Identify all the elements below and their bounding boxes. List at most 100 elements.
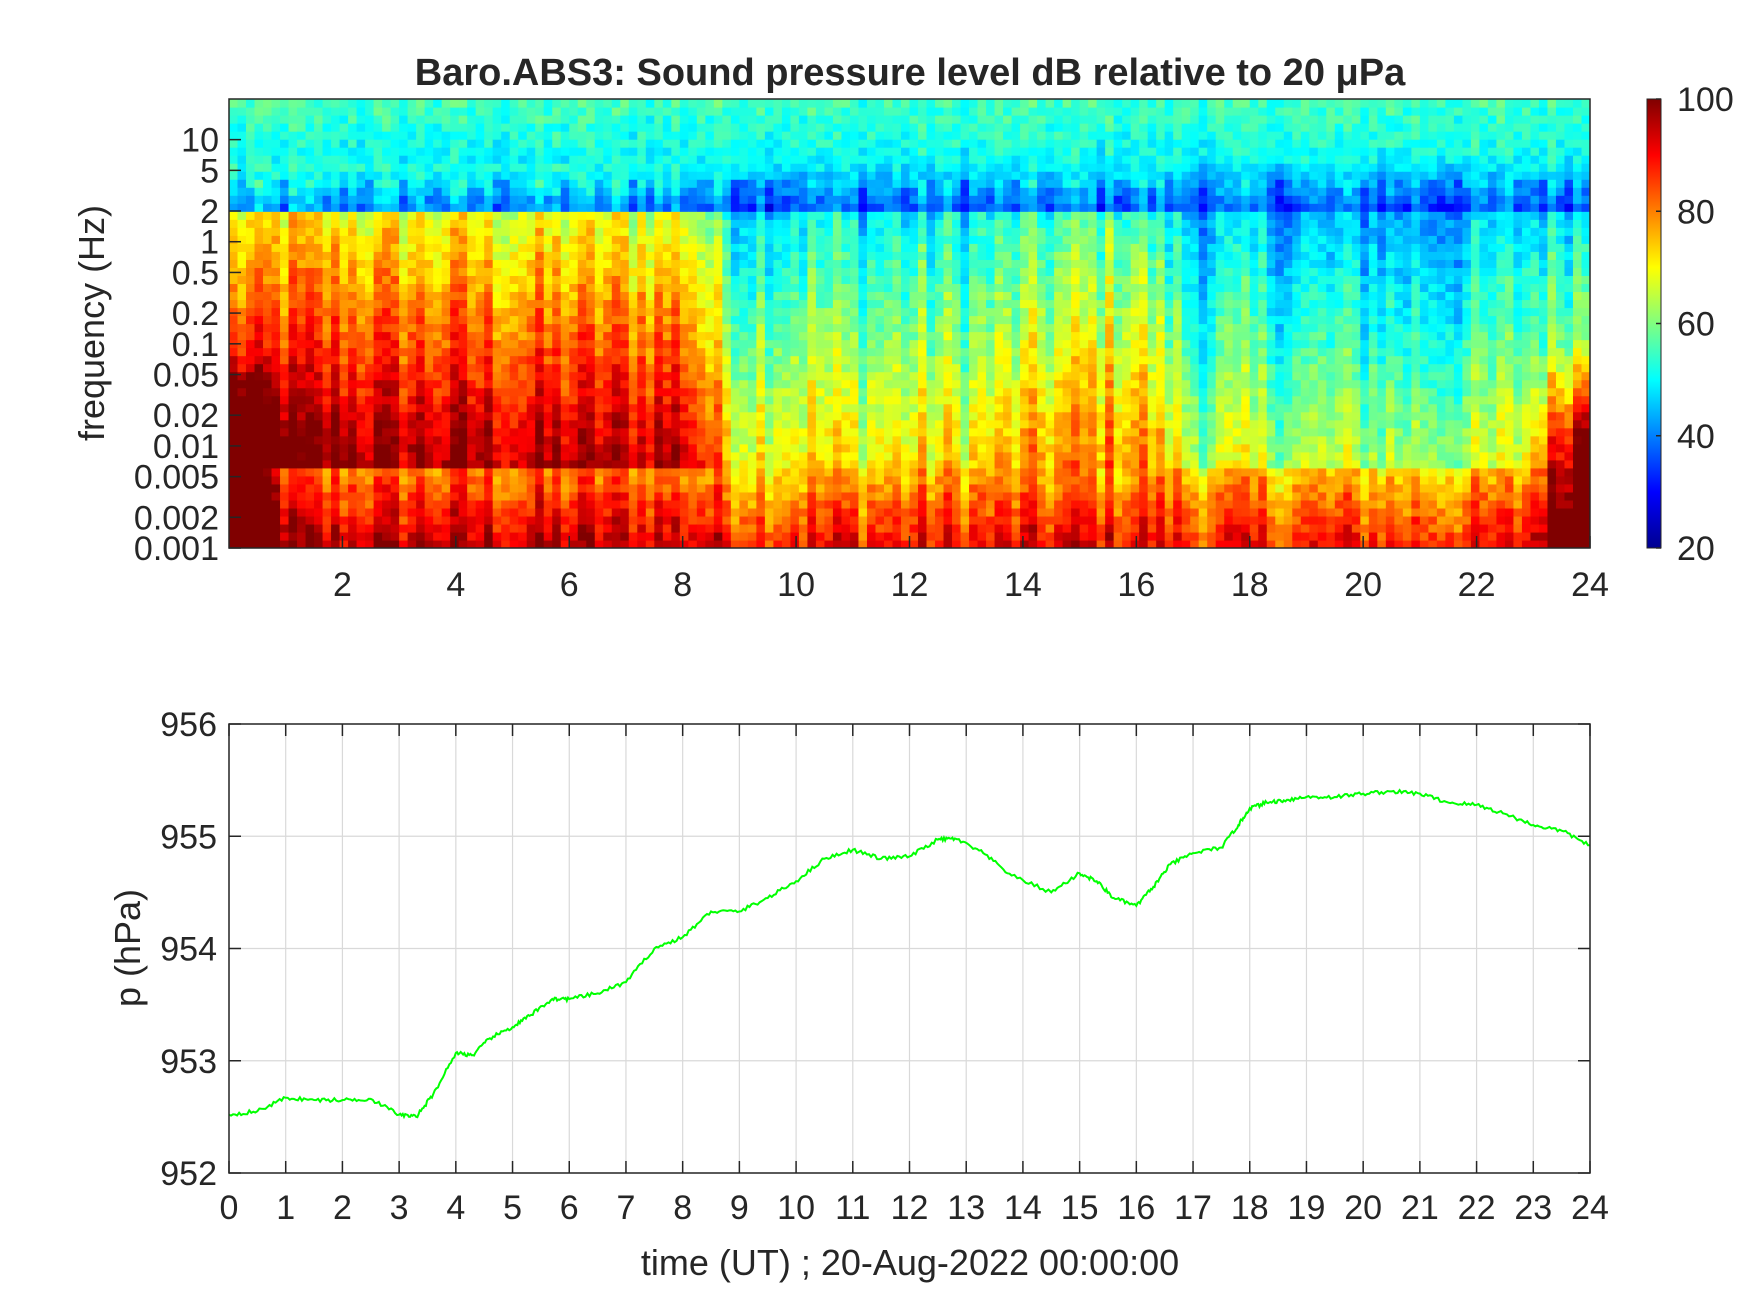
spectrogram-cell — [620, 339, 630, 349]
spectrogram-cell — [875, 395, 885, 405]
spectrogram-cell — [237, 451, 247, 461]
spectrogram-cell — [271, 187, 281, 196]
spectrogram-cell — [458, 539, 468, 548]
spectrogram-cell — [637, 379, 647, 389]
spectrogram-cell — [356, 467, 366, 477]
spectrogram-cell — [739, 123, 749, 132]
spectrogram-cell — [952, 467, 962, 477]
spectrogram-cell — [943, 235, 953, 244]
spectrogram-cell — [824, 499, 834, 509]
spectrogram-cell — [450, 123, 460, 132]
spectrogram-cell — [518, 235, 528, 244]
spectrogram-cell — [815, 467, 826, 477]
spectrogram-cell — [356, 123, 366, 132]
spectrogram-cell — [492, 147, 502, 156]
spectrogram-cell — [849, 363, 860, 373]
spectrogram-cell — [943, 491, 953, 501]
spectrogram-cell — [730, 203, 740, 212]
spectrogram-cell — [815, 387, 826, 397]
spectrogram-cell — [237, 219, 247, 228]
spectrogram-cell — [662, 235, 672, 244]
spectrogram-cell — [407, 459, 417, 469]
spectrogram-cell — [271, 355, 281, 365]
spectrogram-cell — [467, 331, 477, 341]
spectrogram-cell — [560, 179, 570, 188]
spectrogram-cell — [952, 435, 962, 445]
spectrogram-cell — [305, 235, 315, 244]
spectrogram-cell — [807, 99, 817, 108]
spectrogram-cell — [960, 131, 970, 140]
spectrogram-cell — [781, 219, 792, 228]
spectrogram-cell — [577, 331, 587, 341]
spectrogram-cell — [747, 331, 757, 341]
spectrogram-cell — [654, 539, 664, 548]
spectrogram-cell — [781, 299, 792, 309]
spectrogram-cell — [764, 203, 774, 212]
spectrogram-cell — [858, 219, 868, 228]
spectrogram-cell — [433, 403, 443, 413]
spectrogram-cell — [909, 459, 919, 469]
spectrogram-cell — [671, 355, 681, 365]
spectrogram-cell — [509, 507, 519, 517]
spectrogram-cell — [560, 491, 570, 501]
spectrogram-cell — [628, 387, 638, 397]
spectrogram-cell — [866, 347, 877, 357]
spectrogram-cell — [918, 283, 928, 293]
spectrogram-cell — [543, 251, 553, 260]
spectrogram-cell — [297, 379, 307, 389]
spectrogram-cell — [739, 115, 749, 124]
spectrogram-cell — [841, 275, 851, 285]
spectrogram-cell — [603, 427, 613, 437]
spectrogram-cell — [450, 531, 460, 541]
spectrogram-cell — [535, 123, 545, 132]
spectrogram-cell — [390, 235, 400, 244]
spectrogram-cell — [909, 387, 919, 397]
spectrogram-cell — [543, 259, 553, 268]
spectrogram-cell — [611, 459, 621, 469]
spectrogram-cell — [535, 475, 545, 485]
spectrogram-cell — [271, 419, 281, 429]
spectrogram-cell — [849, 339, 860, 349]
spectrogram-cell — [560, 123, 570, 132]
spectrogram-cell — [883, 523, 894, 533]
spectrogram-cell — [246, 219, 256, 228]
spectrogram-cell — [832, 203, 843, 212]
spectrogram-cell — [263, 467, 273, 477]
spectrogram-cell — [790, 395, 800, 405]
spectrogram-cell — [645, 163, 655, 172]
spectrogram-cell — [543, 483, 553, 493]
spectrogram-cell — [475, 427, 485, 437]
spectrogram-cell — [297, 443, 307, 453]
spectrogram-cell — [569, 531, 579, 541]
spectrogram-cell — [390, 355, 400, 365]
spectrogram-cell — [509, 203, 519, 212]
spectrogram-cell — [305, 115, 315, 124]
spectrogram-cell — [883, 163, 894, 172]
spectrogram-cell — [594, 507, 604, 517]
spectrogram-cell — [688, 403, 698, 413]
spectrogram-cell — [807, 299, 817, 309]
spectrogram-cell — [594, 99, 604, 108]
spectrogram-cell — [475, 483, 485, 493]
spectrogram-cell — [815, 491, 826, 501]
spectrogram-cell — [373, 323, 383, 333]
spectrogram-cell — [798, 411, 809, 421]
spectrogram-cell — [620, 491, 630, 501]
spectrogram-cell — [730, 163, 740, 172]
spectrogram-cell — [773, 363, 783, 373]
spectrogram-cell — [390, 443, 400, 453]
spectrogram-cell — [450, 275, 460, 285]
spectrogram-cell — [781, 347, 792, 357]
spectrogram-cell — [849, 275, 860, 285]
spectrogram-cell — [747, 107, 757, 116]
spectrogram-cell — [314, 515, 324, 525]
spectrogram-cell — [390, 395, 400, 405]
spectrogram-cell — [662, 243, 672, 252]
spectrogram-cell — [952, 251, 962, 260]
spectrogram-cell — [832, 211, 843, 220]
spectrogram-cell — [603, 403, 613, 413]
spectrogram-cell — [280, 243, 290, 252]
spectrogram-cell — [764, 411, 774, 421]
spectrogram-cell — [535, 155, 545, 164]
spectrogram-cell — [943, 251, 953, 260]
